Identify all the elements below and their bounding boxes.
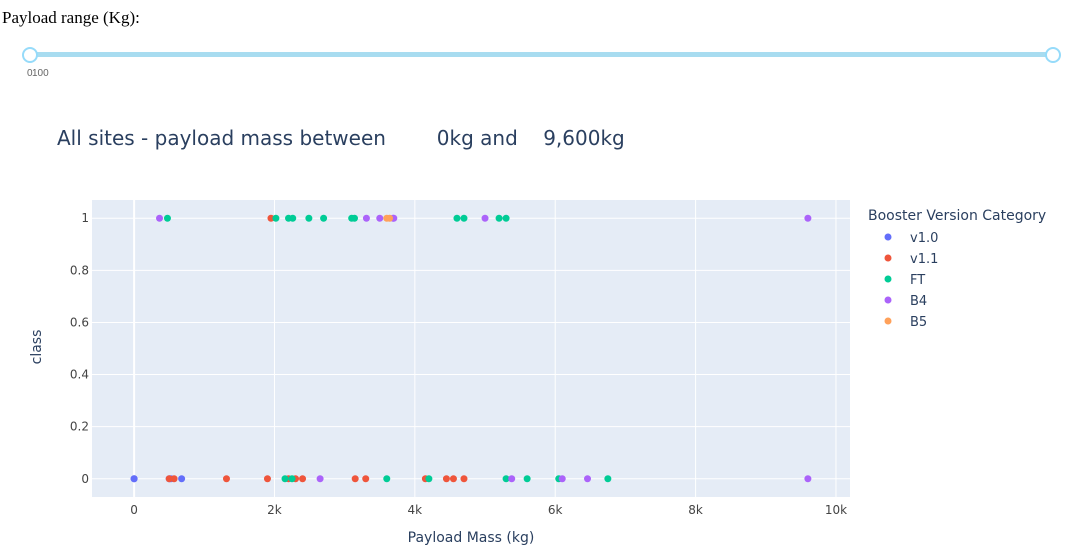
y-axis-label: class <box>29 330 45 365</box>
legend-marker <box>884 296 892 304</box>
chart-title: All sites - payload mass between 0kg and… <box>57 126 625 150</box>
x-tick-label: 8k <box>688 503 703 517</box>
y-tick-label: 0.4 <box>70 368 89 382</box>
y-tick-label: 1 <box>81 211 89 225</box>
slider-handle-max[interactable] <box>1045 47 1061 63</box>
x-tick-label: 6k <box>548 503 563 517</box>
data-point-b4 <box>804 475 812 483</box>
data-point-ft <box>460 214 468 222</box>
x-tick-label: 4k <box>408 503 423 517</box>
data-point-b4 <box>362 214 370 222</box>
data-point-v1-0 <box>178 475 186 483</box>
data-point-b4 <box>376 214 384 222</box>
x-axis-ticks: 0 2k 4k 6k 8k 10k <box>130 503 847 517</box>
data-point-ft <box>320 214 328 222</box>
x-axis-label: Payload Mass (kg) <box>408 530 535 546</box>
data-point-ft <box>425 475 433 483</box>
x-tick-label: 0 <box>130 503 138 517</box>
y-tick-label: 0 <box>81 472 89 486</box>
data-point-v1-1 <box>170 475 178 483</box>
data-point-v1-1 <box>165 475 173 483</box>
data-point-ft <box>163 214 171 222</box>
legend-item-label: B4 <box>910 294 927 309</box>
x-tick-label: 2k <box>267 503 282 517</box>
plot-area <box>92 200 850 497</box>
data-point-ft <box>281 475 289 483</box>
data-point-v1-1 <box>442 475 450 483</box>
legend-item-label: v1.1 <box>910 252 938 267</box>
data-point-v1-1 <box>351 475 359 483</box>
data-point-ft <box>495 214 503 222</box>
data-point-v1-1 <box>460 475 468 483</box>
y-tick-label: 0.8 <box>70 263 89 277</box>
legend-item-label: v1.0 <box>910 231 938 246</box>
data-point-ft <box>453 214 461 222</box>
legend-marker <box>884 254 892 262</box>
data-point-ft <box>502 475 510 483</box>
data-point-ft <box>502 214 510 222</box>
legend-item-label: FT <box>910 273 925 288</box>
legend-title: Booster Version Category <box>868 208 1046 224</box>
data-point-v1-1 <box>449 475 457 483</box>
data-point-v1-1 <box>263 475 271 483</box>
data-point-v1-0 <box>130 475 138 483</box>
payload-range-label: Payload range (Kg): <box>2 8 140 27</box>
slider-tick-label-min: 0 <box>27 68 33 79</box>
legend-marker <box>884 275 892 283</box>
data-point-b4 <box>508 475 516 483</box>
legend-item-label: B5 <box>910 315 927 330</box>
data-point-ft <box>272 214 280 222</box>
legend-marker <box>884 317 892 325</box>
data-point-b4 <box>481 214 489 222</box>
data-points <box>130 214 812 483</box>
data-point-v1-1 <box>299 475 307 483</box>
legend: v1.0 v1.1 FT B4 B5 <box>884 231 938 330</box>
y-tick-label: 0.6 <box>70 315 89 329</box>
data-point-v1-1 <box>362 475 370 483</box>
slider-tick-label-max: 100 <box>32 68 49 79</box>
payload-range-slider[interactable]: 0 100 <box>0 40 1077 80</box>
slider-handle-min[interactable] <box>22 47 38 63</box>
data-point-v1-1 <box>267 214 275 222</box>
data-point-v1-1 <box>222 475 230 483</box>
data-point-ft <box>383 475 391 483</box>
y-axis-ticks: 0 0.2 0.4 0.6 0.8 1 <box>70 211 89 486</box>
data-point-b4 <box>316 475 324 483</box>
data-point-ft <box>604 475 612 483</box>
grid-lines <box>92 200 850 497</box>
data-point-b4 <box>804 214 812 222</box>
data-point-b4 <box>156 214 164 222</box>
data-point-ft <box>289 214 297 222</box>
data-point-ft <box>350 214 358 222</box>
data-point-ft <box>523 475 531 483</box>
y-tick-label: 0.2 <box>70 420 89 434</box>
data-point-b5 <box>386 214 394 222</box>
data-point-ft <box>305 214 313 222</box>
data-point-ft <box>288 475 296 483</box>
data-point-b4 <box>584 475 592 483</box>
x-tick-label: 10k <box>825 503 847 517</box>
legend-marker <box>884 233 892 241</box>
slider-rail[interactable] <box>30 52 1053 57</box>
data-point-b4 <box>558 475 566 483</box>
